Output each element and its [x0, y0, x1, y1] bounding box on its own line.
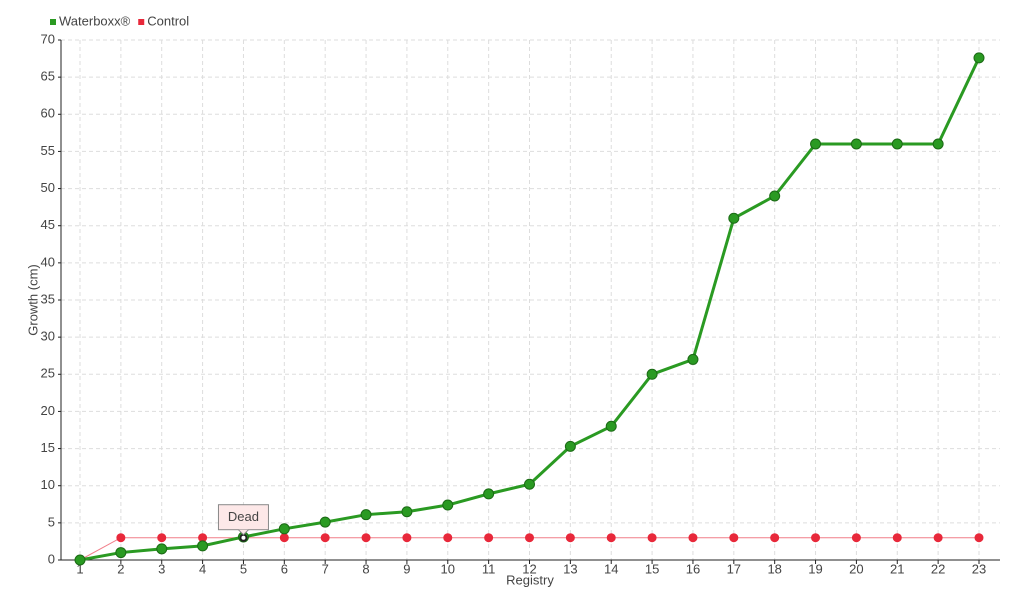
x-tick-label: 8 [362, 561, 369, 576]
data-point [851, 533, 861, 543]
annotation-text: Dead [228, 509, 259, 524]
legend-label: Control [147, 13, 189, 28]
data-point [605, 420, 617, 432]
y-tick-label: 15 [41, 440, 55, 455]
data-point [811, 533, 821, 543]
data-point [525, 533, 534, 543]
data-point [932, 138, 944, 150]
y-tick-label: 0 [48, 551, 55, 566]
x-tick-label: 2 [117, 561, 124, 576]
y-tick-label: 20 [41, 403, 55, 418]
y-tick-label: 50 [41, 180, 55, 195]
y-tick-label: 55 [41, 143, 55, 158]
data-point [933, 533, 943, 543]
data-point [116, 533, 126, 543]
x-tick-label: 22 [931, 561, 945, 576]
x-tick-label: 3 [158, 561, 165, 576]
x-tick-label: 6 [281, 561, 288, 576]
x-tick-label: 13 [563, 561, 577, 576]
legend-swatch [138, 19, 145, 25]
data-point [606, 533, 616, 543]
data-point [687, 353, 699, 365]
data-point [564, 440, 576, 452]
dead-marker [239, 533, 248, 542]
x-tick-label: 5 [240, 561, 247, 576]
data-point [770, 533, 780, 543]
annotation-pointer [238, 529, 249, 536]
data-point [524, 478, 535, 490]
y-tick-label: 45 [41, 217, 55, 232]
legend-label: Waterboxx® [59, 13, 131, 28]
data-point [156, 543, 168, 555]
data-point [850, 138, 862, 150]
x-tick-label: 17 [727, 561, 741, 576]
data-point [646, 368, 658, 380]
data-point [74, 554, 86, 566]
data-point [360, 509, 372, 521]
y-tick-label: 5 [48, 514, 55, 529]
data-point [647, 533, 657, 543]
data-point [483, 488, 495, 500]
x-tick-label: 9 [403, 561, 410, 576]
data-point [442, 499, 454, 511]
x-tick-label: 1 [76, 561, 83, 576]
data-point [688, 533, 698, 543]
data-point [115, 547, 127, 559]
data-point [892, 533, 902, 543]
data-point [279, 533, 289, 543]
y-tick-label: 60 [41, 106, 55, 121]
y-tick-label: 25 [41, 366, 55, 381]
data-point [891, 138, 903, 150]
x-axis-label: Registry [506, 572, 554, 587]
x-tick-label: 14 [604, 561, 618, 576]
data-point [973, 52, 985, 64]
data-point [729, 533, 739, 543]
data-point [157, 533, 167, 543]
x-tick-label: 10 [441, 561, 455, 576]
x-tick-label: 4 [199, 561, 206, 576]
data-point [484, 533, 494, 543]
legend-swatch [50, 19, 56, 25]
x-tick-label: 15 [645, 561, 659, 576]
data-point [974, 533, 984, 543]
data-point [810, 138, 822, 150]
data-point [769, 190, 781, 202]
data-point [728, 212, 740, 224]
annotation-box [217, 504, 269, 531]
x-tick-label: 18 [767, 561, 781, 576]
x-tick-label: 20 [849, 561, 863, 576]
y-tick-label: 10 [41, 477, 55, 492]
data-point [319, 516, 331, 528]
y-tick-label: 35 [41, 291, 55, 306]
x-tick-label: 7 [322, 561, 329, 576]
y-tick-label: 30 [41, 329, 55, 344]
y-tick-label: 40 [41, 254, 55, 269]
y-tick-label: 65 [41, 69, 55, 84]
data-point [565, 533, 575, 543]
data-point [443, 533, 453, 543]
y-tick-label: 70 [41, 31, 55, 46]
x-tick-label: 21 [890, 561, 904, 576]
data-point [278, 523, 290, 535]
data-point [197, 540, 209, 552]
x-tick-label: 19 [808, 561, 822, 576]
data-point [402, 533, 412, 543]
x-tick-label: 12 [522, 561, 536, 576]
data-point [361, 533, 371, 543]
data-point [401, 506, 413, 518]
data-point [320, 533, 330, 543]
y-axis-label: Growth (cm) [25, 264, 40, 336]
x-tick-label: 16 [686, 561, 700, 576]
x-tick-label: 23 [972, 561, 986, 576]
x-tick-label: 11 [482, 561, 496, 576]
